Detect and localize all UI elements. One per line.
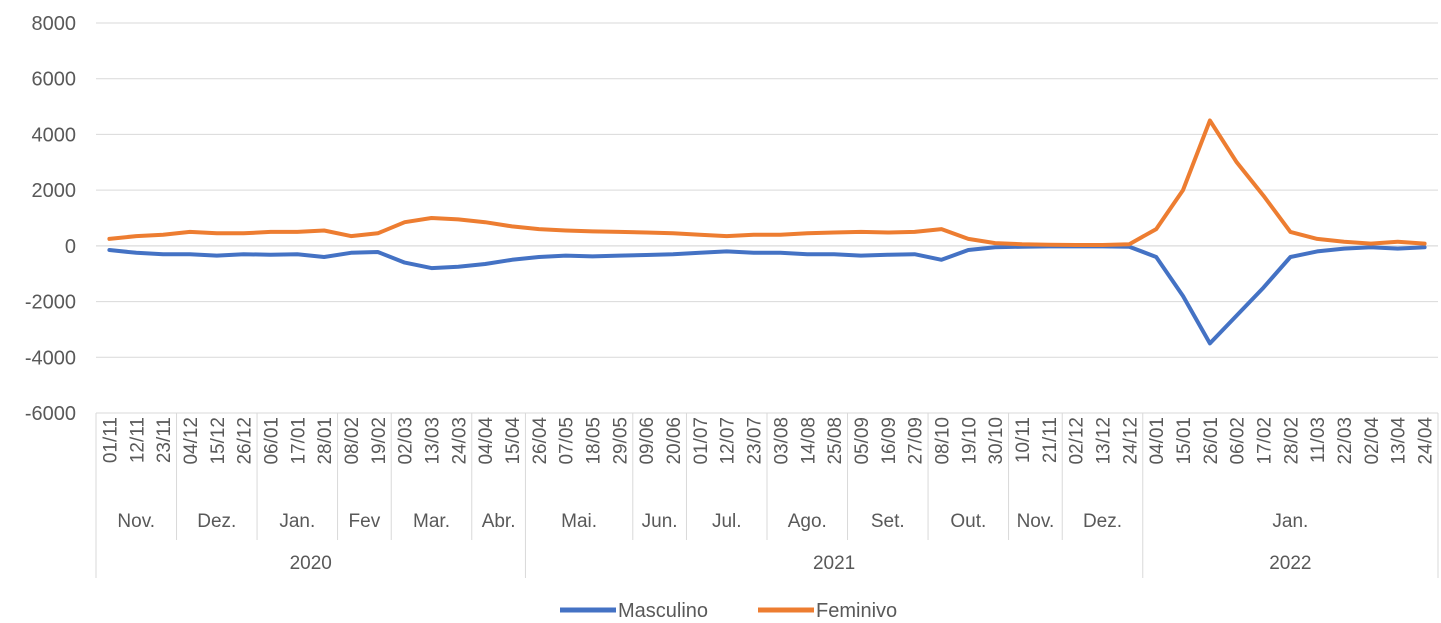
month-label: Jul. (712, 511, 742, 532)
y-tick-label: 2000 (32, 180, 77, 202)
month-label: Abr. (482, 511, 516, 532)
month-label: Jan. (279, 511, 315, 532)
month-label: Jan. (1272, 511, 1308, 532)
x-tick-label: 17/02 (1255, 417, 1276, 465)
x-tick-label: 03/08 (771, 417, 792, 465)
x-tick-label: 01/07 (691, 417, 712, 465)
x-tick-label: 04/04 (476, 417, 497, 465)
legend-label: Feminivo (816, 600, 897, 622)
x-tick-label: 06/01 (261, 417, 282, 465)
x-tick-label: 13/03 (423, 417, 444, 465)
x-tick-label: 13/12 (1094, 417, 1115, 465)
x-tick-label: 02/03 (396, 417, 417, 465)
x-tick-label: 29/05 (610, 417, 631, 465)
series-line-masculino (107, 244, 1427, 346)
series-lines (107, 118, 1427, 346)
x-tick-label: 02/12 (1067, 417, 1088, 465)
x-tick-label: 15/04 (503, 417, 524, 465)
x-tick-label: 04/12 (181, 417, 202, 465)
legend-label: Masculino (618, 600, 708, 622)
x-tick-label: 12/11 (127, 417, 148, 463)
x-tick-label: 23/11 (154, 417, 175, 463)
month-label: Ago. (788, 511, 827, 532)
x-tick-label: 05/09 (852, 417, 873, 465)
month-label: Mai. (561, 511, 597, 532)
legend: Masculino Feminivo (560, 600, 897, 622)
year-label: 2020 (290, 553, 332, 574)
month-label: Dez. (1083, 511, 1122, 532)
month-label: Dez. (197, 511, 236, 532)
x-tick-label: 15/12 (208, 417, 229, 465)
y-tick-label: 6000 (32, 69, 77, 91)
x-tick-label: 28/01 (315, 417, 336, 465)
x-tick-label: 08/10 (932, 417, 953, 465)
x-tick-label: 25/08 (825, 417, 846, 465)
x-tick-label: 17/01 (288, 417, 309, 465)
x-tick-label: 13/04 (1389, 417, 1410, 465)
x-tick-label: 08/02 (342, 417, 363, 465)
series-line-feminivo (107, 118, 1427, 247)
month-label: Set. (871, 511, 905, 532)
month-label: Nov. (117, 511, 155, 532)
y-axis: -6000 -4000 -2000 0 2000 4000 6000 8000 (25, 13, 76, 425)
gridlines (96, 22, 1438, 414)
x-tick-label: 26/12 (235, 417, 256, 465)
x-tick-label: 11/03 (1308, 417, 1329, 463)
y-tick-label: -6000 (25, 403, 76, 425)
x-tick-label: 04/01 (1147, 417, 1168, 465)
year-label: 2022 (1269, 553, 1311, 574)
x-tick-label: 19/10 (959, 417, 980, 465)
y-tick-label: 8000 (32, 13, 77, 35)
x-tick-label: 30/10 (986, 417, 1007, 465)
x-tick-label: 02/04 (1362, 417, 1383, 465)
x-tick-label: 07/05 (557, 417, 578, 465)
x-axis: 01/11 12/11 23/11 04/12 15/12 26/12 06/01 17/01… (95, 413, 1439, 578)
x-tick-label: 18/05 (584, 417, 605, 465)
x-tick-label: 24/04 (1416, 417, 1437, 465)
month-label: Mar. (413, 511, 450, 532)
x-tick-label: 26/04 (530, 417, 551, 465)
x-tick-label: 24/12 (1120, 417, 1141, 465)
x-tick-label: 06/02 (1228, 417, 1249, 465)
x-tick-label: 19/02 (369, 417, 390, 465)
month-label: Out. (950, 511, 986, 532)
y-tick-label: 0 (65, 236, 76, 258)
x-tick-label: 10/11 (1013, 417, 1034, 463)
x-tick-label: 14/08 (798, 417, 819, 465)
month-label: Jun. (642, 511, 678, 532)
x-tick-label: 12/07 (718, 417, 739, 465)
x-tick-label: 20/06 (664, 417, 685, 465)
x-tick-label: 15/01 (1174, 417, 1195, 465)
x-tick-label: 22/03 (1335, 417, 1356, 465)
x-tick-label: 28/02 (1281, 417, 1302, 465)
month-label: Fev (349, 511, 381, 532)
x-tick-label: 01/11 (100, 417, 121, 463)
y-tick-label: -4000 (25, 347, 76, 369)
x-tick-label: 09/06 (637, 417, 658, 465)
month-label: Nov. (1017, 511, 1055, 532)
x-tick-label: 21/11 (1040, 417, 1061, 463)
y-tick-label: 4000 (32, 124, 77, 146)
year-label: 2021 (813, 553, 855, 574)
x-tick-label: 27/09 (906, 417, 927, 465)
y-tick-label: -2000 (25, 292, 76, 314)
x-tick-label: 24/03 (449, 417, 470, 465)
x-tick-label: 23/07 (745, 417, 766, 465)
x-tick-label: 16/09 (879, 417, 900, 465)
x-tick-label: 26/01 (1201, 417, 1222, 465)
